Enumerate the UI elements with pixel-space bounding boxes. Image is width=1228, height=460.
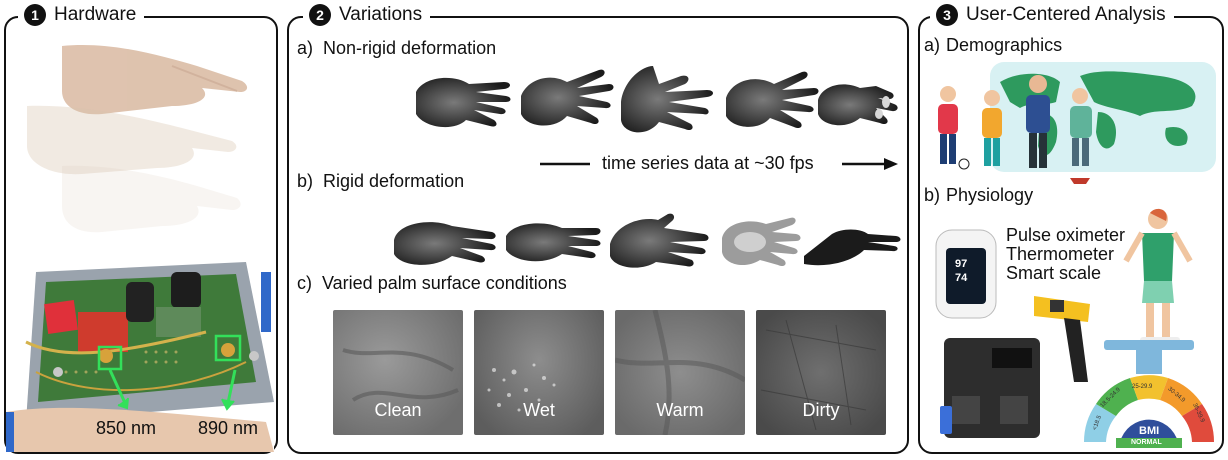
hand-top xyxy=(62,45,248,115)
non-rigid-heading: a) Non-rigid deformation xyxy=(297,38,496,59)
rigid-heading: b) Rigid deformation xyxy=(297,171,464,192)
hand-frame-3 xyxy=(621,66,713,133)
hand-frame-5 xyxy=(818,84,898,126)
bmi-status: NORMAL xyxy=(1131,439,1162,446)
hand-frame-2 xyxy=(521,69,614,126)
hand-motion-illustration xyxy=(27,45,248,233)
demographics-heading: a) Demographics xyxy=(924,35,1062,56)
rigid-frame-2 xyxy=(506,223,601,262)
variations-title-text: Variations xyxy=(339,4,423,25)
rigid-hand-sequence xyxy=(394,213,901,268)
wet-speckles xyxy=(487,363,556,412)
person-4 xyxy=(1070,88,1092,166)
palm-texture-wet: Wet xyxy=(474,310,604,435)
thermometer-device xyxy=(1034,296,1090,382)
palm-texture-warm: Warm xyxy=(615,310,745,435)
non-rigid-letter: a) xyxy=(297,38,314,58)
hardware-title-text: Hardware xyxy=(54,4,137,25)
step-number-2: 2 xyxy=(309,4,331,26)
person-3 xyxy=(1026,75,1050,168)
non-rigid-hand-sequence xyxy=(416,66,898,133)
rigid-frame-1 xyxy=(394,222,496,265)
hardware-panel: 1 Hardware xyxy=(4,4,278,454)
user-analysis-title-text: User-Centered Analysis xyxy=(966,4,1166,25)
physiology-label: Physiology xyxy=(946,185,1034,205)
hand-frame-1 xyxy=(416,77,511,128)
rigid-frame-3 xyxy=(610,213,709,268)
device-thermometer: Thermometer xyxy=(1006,244,1115,264)
physiology-letter: b) xyxy=(924,185,941,205)
bmi-tick-3: 25-29.9 xyxy=(1132,384,1153,390)
sensor-pcb-photo xyxy=(6,252,274,452)
hand-middle xyxy=(27,105,237,175)
surface-letter: c) xyxy=(297,273,312,293)
non-rigid-label: Non-rigid deformation xyxy=(323,38,497,58)
user-analysis-title: 3 User-Centered Analysis xyxy=(930,4,1174,26)
condition-label-wet: Wet xyxy=(523,400,555,420)
device-pulse-oximeter: Pulse oximeter xyxy=(1006,225,1126,245)
hardware-title: 1 Hardware xyxy=(18,4,145,26)
wavelength-850-label: 850 nm xyxy=(96,418,157,438)
wavelength-890-label: 890 nm xyxy=(198,418,259,438)
demographics-letter: a) xyxy=(924,35,941,55)
pulse-oximeter-device xyxy=(935,229,997,319)
palm-texture-dirty: Dirty xyxy=(756,310,886,435)
device-list: Pulse oximeter Thermometer Smart scale xyxy=(1006,226,1125,283)
user-analysis-panel: 3 User-Centered Analysis xyxy=(918,4,1224,454)
vein-pattern xyxy=(342,348,459,402)
condition-label-warm: Warm xyxy=(656,400,704,420)
bmi-label: BMI xyxy=(1139,425,1160,437)
time-series-label: time series data at ~30 fps xyxy=(602,153,814,173)
palm-texture-clean: Clean xyxy=(333,310,463,435)
physiology-heading: b) Physiology xyxy=(924,185,1033,206)
condition-label-clean: Clean xyxy=(374,400,422,420)
condition-label-dirty: Dirty xyxy=(802,400,840,420)
rigid-letter: b) xyxy=(297,171,314,191)
bmi-arcs xyxy=(1084,375,1214,442)
person-standing-illustration xyxy=(1123,208,1193,345)
rigid-label: Rigid deformation xyxy=(323,171,465,191)
variations-title: 2 Variations xyxy=(303,4,431,26)
surface-conditions-heading: c) Varied palm surface conditions xyxy=(297,273,567,294)
bmi-gauge xyxy=(1084,340,1214,448)
hand-bottom xyxy=(62,165,241,233)
time-series-arrow xyxy=(540,158,898,170)
step-number-1: 1 xyxy=(24,4,46,26)
dirt-pattern xyxy=(760,319,877,431)
person-1 xyxy=(938,86,970,170)
demographics-illustration xyxy=(938,62,1216,184)
wavelength-arrows xyxy=(108,369,237,411)
surface-label: Varied palm surface conditions xyxy=(322,273,567,293)
variations-panel: 2 Variations xyxy=(287,4,909,454)
person-2 xyxy=(982,90,1002,166)
device-smart-scale: Smart scale xyxy=(1006,263,1102,283)
hand-frame-4 xyxy=(726,71,819,129)
oximeter-reading-1: 97 xyxy=(955,258,968,270)
smart-scale-device xyxy=(940,338,1040,438)
vein-pattern xyxy=(615,310,745,435)
step-number-3: 3 xyxy=(936,4,958,26)
demographics-label: Demographics xyxy=(946,35,1063,55)
oximeter-reading-2: 74 xyxy=(955,272,968,284)
rigid-frame-5 xyxy=(804,229,901,266)
rigid-frame-4 xyxy=(722,217,801,267)
